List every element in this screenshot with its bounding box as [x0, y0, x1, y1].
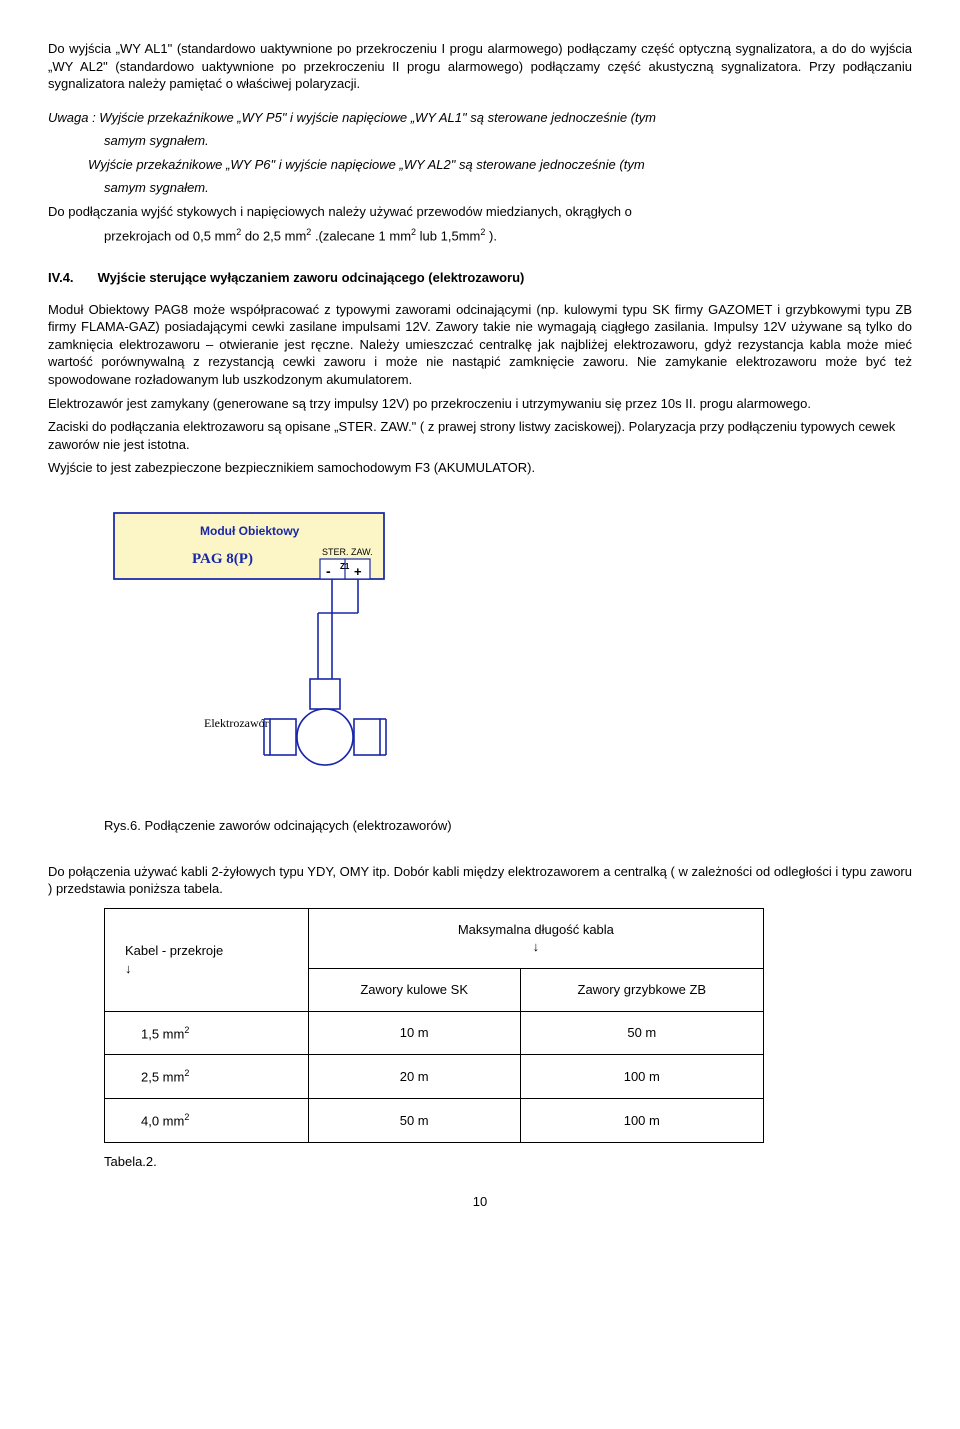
diagram-electrovalve: Moduł Obiektowy PAG 8(P) STER. ZAW. Z1 -…: [104, 503, 912, 808]
note-line-3: Wyjście przekaźnikowe „WY P6" i wyjście …: [48, 156, 912, 174]
table-label: Tabela.2.: [104, 1153, 912, 1171]
electrovalve-svg: Moduł Obiektowy PAG 8(P) STER. ZAW. Z1 -…: [104, 503, 464, 803]
figure-caption: Rys.6. Podłączenie zaworów odcinających …: [104, 817, 912, 835]
cell-k-1: 2,5 mm: [141, 1070, 184, 1085]
body-para-1: Moduł Obiektowy PAG8 może współpracować …: [48, 301, 912, 389]
terminal-label: STER. ZAW.: [322, 547, 373, 557]
module-name: PAG 8(P): [192, 551, 253, 567]
cell-a-0: 10 m: [308, 1011, 520, 1055]
table-subheader-sk: Zawory kulowe SK: [308, 969, 520, 1012]
terminal-plus: +: [354, 564, 362, 579]
body-para-4: Wyjście to jest zabezpieczone bezpieczni…: [48, 459, 912, 477]
conn-line-2: przekrojach od 0,5 mm2 do 2,5 mm2 .(zale…: [48, 226, 912, 245]
cross-section-d: lub 1,5mm: [420, 229, 481, 244]
table-row: 4,0 mm2 50 m 100 m: [105, 1099, 764, 1143]
valve-label: Elektrozawór: [204, 716, 269, 730]
terminal-minus: -: [326, 563, 331, 579]
conn-line-1: Do podłączania wyjść stykowych i napięci…: [48, 203, 912, 221]
cell-b-1: 100 m: [520, 1055, 763, 1099]
page-number: 10: [48, 1193, 912, 1211]
note-line-4: samym sygnałem.: [48, 179, 912, 197]
cell-k-2: 4,0 mm: [141, 1114, 184, 1129]
cross-section-e: ).: [489, 229, 497, 244]
cross-section-b: do 2,5 mm: [245, 229, 306, 244]
cross-section-c: .(zalecane 1 mm: [315, 229, 411, 244]
intro-paragraph: Do wyjścia „WY AL1" (standardowo uaktywn…: [48, 40, 912, 93]
table-row: 2,5 mm2 20 m 100 m: [105, 1055, 764, 1099]
section-heading: IV.4. Wyjście sterujące wyłączaniem zawo…: [48, 269, 912, 287]
valve-circle: [297, 709, 353, 765]
table-subheader-zb: Zawory grzybkowe ZB: [520, 969, 763, 1012]
table-row: 1,5 mm2 10 m 50 m: [105, 1011, 764, 1055]
section-title: Wyjście sterujące wyłączaniem zaworu odc…: [98, 270, 525, 285]
cable-length-table: Kabel - przekroje ↓ Maksymalna długość k…: [104, 908, 764, 1143]
body-para-5: Do połączenia używać kabli 2-żyłowych ty…: [48, 863, 912, 898]
note-line-1: Uwaga : Wyjście przekaźnikowe „WY P5" i …: [48, 109, 912, 127]
body-para-2: Elektrozawór jest zamykany (generowane s…: [48, 395, 912, 413]
cell-k-0: 1,5 mm: [141, 1026, 184, 1041]
table-header-max: Maksymalna długość kabla ↓: [308, 908, 763, 968]
cell-b-2: 100 m: [520, 1099, 763, 1143]
cell-b-0: 50 m: [520, 1011, 763, 1055]
note-line-2: samym sygnałem.: [48, 132, 912, 150]
cross-section-a: przekrojach od 0,5 mm: [104, 229, 236, 244]
cell-a-2: 50 m: [308, 1099, 520, 1143]
valve-coil: [310, 679, 340, 709]
cell-a-1: 20 m: [308, 1055, 520, 1099]
table-header-cable: Kabel - przekroje ↓: [105, 908, 309, 1011]
module-label: Moduł Obiektowy: [200, 524, 300, 538]
section-number: IV.4.: [48, 269, 94, 287]
body-para-3: Zaciski do podłączania elektrozaworu są …: [48, 418, 912, 453]
terminal-sub: Z1: [340, 562, 350, 571]
